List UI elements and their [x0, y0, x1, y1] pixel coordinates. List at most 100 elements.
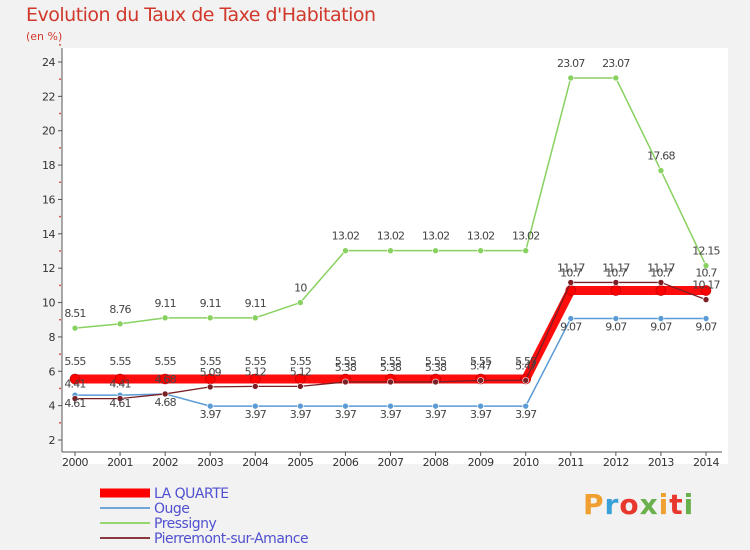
x-tick-label: 2014 — [693, 456, 719, 469]
series-lines — [69, 74, 712, 410]
data-label: 13.02 — [512, 230, 540, 243]
data-point — [69, 373, 81, 385]
data-point — [342, 378, 349, 386]
data-point — [700, 285, 712, 296]
data-label: 10.7 — [695, 267, 717, 280]
data-label: 9.11 — [200, 297, 221, 310]
data-label: 5.38 — [335, 361, 357, 374]
data-point — [432, 247, 439, 254]
data-point — [477, 247, 484, 254]
data-point — [657, 167, 665, 174]
data-point — [342, 402, 349, 410]
data-label: 9.07 — [560, 321, 582, 334]
data-point — [612, 315, 620, 322]
data-point — [567, 74, 575, 82]
data-label: 5.38 — [380, 361, 402, 374]
y-tick-label: 18 — [42, 159, 55, 172]
y-tick-label: 14 — [42, 228, 55, 241]
data-point — [206, 314, 214, 322]
y-tick-label: 8 — [49, 331, 56, 344]
legend-label: LA QUARTE — [154, 486, 229, 502]
data-point — [702, 262, 710, 269]
legend-label: Pierremont-sur-Amance — [154, 531, 308, 547]
data-point — [159, 373, 171, 385]
y-tick-label: 2 — [49, 434, 56, 447]
data-label: 5.12 — [290, 365, 311, 378]
data-point — [702, 315, 710, 322]
x-tick-label: 2003 — [197, 456, 223, 469]
data-label: 23.07 — [602, 57, 630, 70]
data-point — [161, 390, 169, 398]
data-label: 5.55 — [109, 355, 131, 368]
data-point — [387, 247, 394, 254]
x-tick-label: 2002 — [152, 456, 178, 469]
legend-label: Pressigny — [154, 516, 216, 532]
data-label: 3.97 — [470, 408, 492, 421]
x-tick-label: 2008 — [423, 456, 449, 469]
proxiti-logo: Proxiti — [583, 488, 694, 521]
data-point — [251, 383, 259, 390]
data-label: 3.97 — [335, 408, 357, 421]
logo-letter: x — [639, 488, 659, 521]
data-label: 5.47 — [470, 359, 492, 372]
y-minor-tick — [59, 147, 61, 149]
y-tick-label: 24 — [42, 56, 55, 69]
data-point — [116, 395, 124, 402]
data-labels: 8.51 8.76 9.11 9.11 9.11 10 13.02 13.02 13.02 13.… — [64, 57, 721, 421]
data-point — [522, 247, 530, 254]
data-label: 5.55 — [245, 355, 267, 368]
data-label: 13.02 — [422, 230, 450, 243]
data-label: 10.17 — [692, 279, 720, 292]
data-point — [116, 320, 124, 328]
x-tick-label: 2005 — [287, 456, 313, 469]
x-tick-label: 2013 — [648, 456, 674, 469]
data-label: 9.11 — [245, 297, 266, 310]
data-point — [251, 402, 259, 410]
data-label: 10.7 — [650, 267, 672, 280]
y-tick-label: 4 — [49, 400, 56, 413]
data-point — [655, 285, 667, 296]
data-label: 9.07 — [695, 321, 717, 334]
x-tick-label: 2004 — [242, 456, 268, 469]
x-tick-label: 2000 — [62, 456, 88, 469]
data-label: 4.61 — [64, 397, 85, 410]
data-label: 5.09 — [200, 366, 222, 379]
chart-subtitle: (en %) — [26, 30, 63, 43]
data-point — [387, 378, 394, 386]
data-label: 3.97 — [245, 408, 267, 421]
data-point — [610, 285, 622, 296]
x-tick-label: 2010 — [513, 456, 539, 469]
data-label: 3.97 — [380, 408, 402, 421]
data-point — [206, 402, 214, 410]
y-minor-tick — [59, 284, 61, 287]
x-tick-label: 2009 — [468, 456, 494, 469]
data-label: 11.17 — [602, 261, 630, 274]
y-tick-label: 20 — [42, 125, 55, 138]
data-label: 13.02 — [332, 230, 360, 243]
data-label: 12.15 — [692, 245, 720, 258]
legend-label: Ouge — [154, 501, 189, 517]
data-label: 3.97 — [425, 408, 447, 421]
data-label: 11.17 — [647, 261, 675, 274]
data-point — [161, 314, 169, 322]
data-label: 23.07 — [557, 57, 585, 70]
data-label: 5.55 — [64, 355, 86, 368]
data-point — [71, 395, 79, 402]
data-label: 8.51 — [64, 307, 85, 320]
data-point — [432, 378, 439, 386]
x-tick-label: 2011 — [558, 456, 584, 469]
data-label: 5.55 — [335, 355, 357, 368]
data-point — [297, 383, 304, 390]
x-tick-label: 2007 — [378, 456, 404, 469]
data-point — [522, 377, 530, 384]
data-label: 5.55 — [515, 355, 537, 368]
data-label: 4.68 — [154, 396, 176, 409]
data-label: 3.97 — [515, 408, 537, 421]
data-label: 5.55 — [470, 355, 492, 368]
data-point — [612, 74, 620, 82]
data-label: 5.12 — [245, 365, 266, 378]
data-point — [702, 296, 710, 303]
